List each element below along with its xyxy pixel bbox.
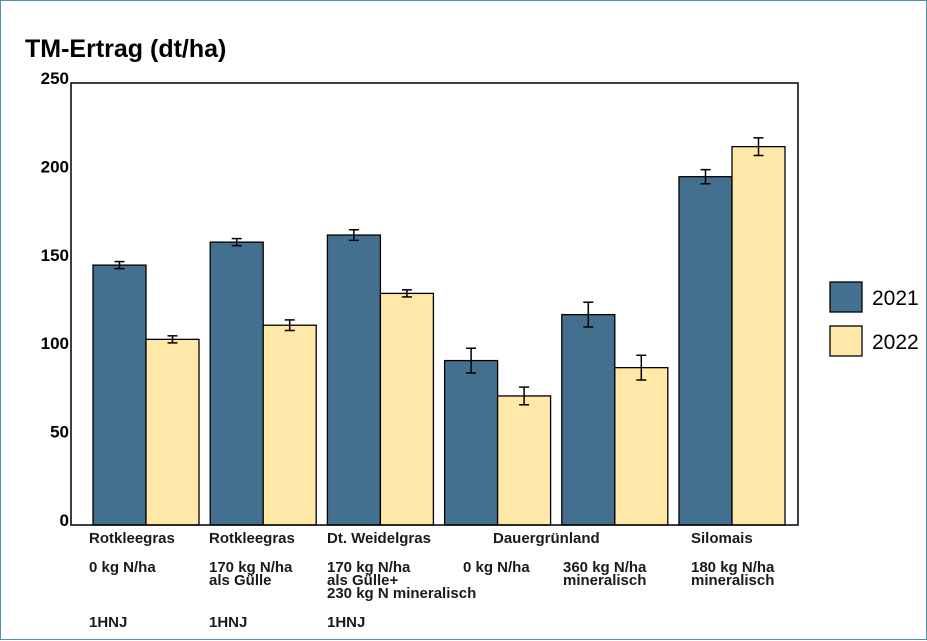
category-note: 1HNJ: [89, 614, 127, 631]
category-sublabel: 170 kg N/ha: [327, 559, 411, 576]
category-sublabel: 180 kg N/ha: [691, 559, 775, 576]
bar-2022: [145, 338, 200, 526]
category-sublabel: mineralisch: [563, 572, 646, 589]
category-sublabel: als Gülle+: [327, 572, 399, 589]
plot-area-border: [70, 82, 799, 526]
y-tick-label: 250: [41, 69, 69, 88]
legend-label-2022: 2022: [872, 331, 919, 354]
category-sublabel: 360 kg N/ha: [563, 559, 647, 576]
bar-2021: [443, 359, 499, 526]
category-label: Rotkleegras: [89, 530, 175, 547]
category-label: Rotkleegras: [209, 530, 295, 547]
y-tick-label: 50: [50, 423, 69, 442]
category-sublabel: 230 kg N mineralisch: [327, 585, 476, 602]
category-sublabel: als Gülle: [209, 572, 272, 589]
category-note: 1HNJ: [327, 614, 365, 631]
bar-2021: [678, 176, 733, 526]
bar-2022: [614, 366, 669, 526]
chart-title: TM-Ertrag (dt/ha): [25, 35, 226, 63]
bar-2022: [379, 292, 435, 526]
legend-swatch-2022: [829, 325, 863, 357]
category-label: Dauergrünland: [493, 530, 600, 547]
y-tick-label: 100: [41, 334, 69, 353]
bar-2021: [209, 241, 264, 526]
legend-swatch-2021: [829, 281, 863, 313]
category-note: 1HNJ: [209, 614, 247, 631]
bar-2021: [92, 264, 147, 526]
y-tick-label: 150: [41, 246, 69, 265]
category-sublabel: 0 kg N/ha: [463, 559, 530, 576]
bar-2021: [561, 313, 616, 526]
category-sublabel: mineralisch: [691, 572, 774, 589]
legend-label-2021: 2021: [872, 287, 919, 310]
bar-2022: [496, 395, 552, 526]
bar-2022: [262, 324, 317, 526]
bar-2021: [326, 234, 382, 526]
category-label: Silomais: [691, 530, 753, 547]
category-sublabel: 0 kg N/ha: [89, 559, 156, 576]
y-tick-label: 200: [41, 157, 69, 176]
y-tick-label: 0: [60, 511, 69, 530]
category-sublabel: 170 kg N/ha: [209, 559, 293, 576]
bar-2022: [731, 145, 786, 526]
category-label: Dt. Weidelgras: [327, 530, 431, 547]
